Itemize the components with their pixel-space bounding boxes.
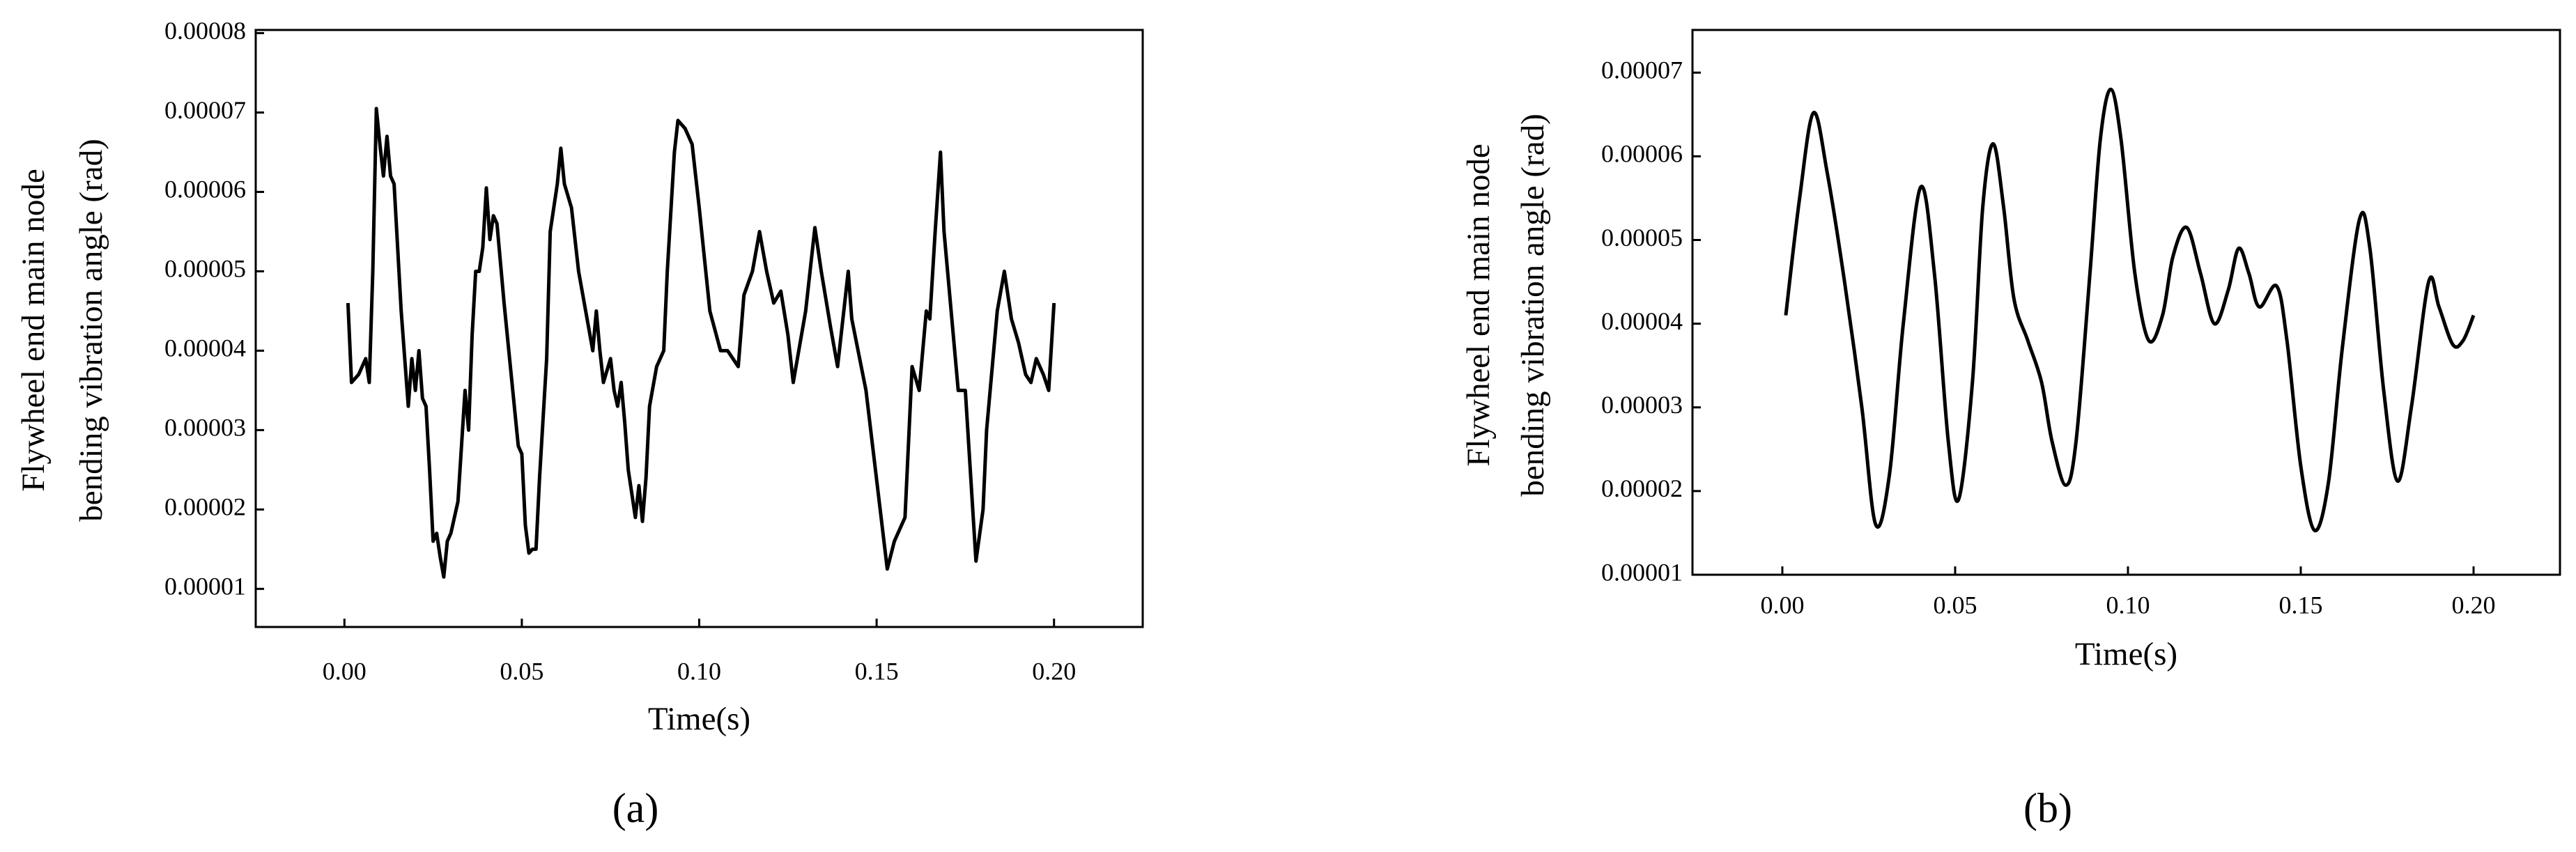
- y-axis-title: Flywheel end main node: [15, 169, 52, 491]
- y-tick-label: 0.00004: [164, 334, 246, 362]
- y-tick-label: 0.00005: [164, 255, 246, 283]
- plot-frame: [1691, 29, 2561, 576]
- data-line: [1784, 87, 2476, 533]
- x-tick-label: 0.15: [2278, 591, 2322, 619]
- caption: (a): [612, 785, 659, 831]
- y-tick-label: 0.00007: [164, 96, 246, 124]
- y-axis-title: bending vibration angle (rad): [1515, 114, 1551, 496]
- x-tick-label: 0.05: [500, 657, 543, 685]
- y-axis-title: Flywheel end main node: [1460, 144, 1497, 466]
- x-tick-label: 0.00: [323, 657, 367, 685]
- x-tick-label: 0.05: [1933, 591, 1977, 619]
- y-tick-label: 0.00003: [1601, 391, 1683, 419]
- plot-frame: [254, 29, 1144, 628]
- x-tick-label: 0.20: [1032, 657, 1076, 685]
- x-tick-label: 0.20: [2451, 591, 2495, 619]
- y-tick-label: 0.00001: [164, 573, 246, 601]
- y-tick-label: 0.00007: [1601, 56, 1683, 84]
- x-tick-label: 0.15: [855, 657, 899, 685]
- y-tick-label: 0.00002: [164, 493, 246, 521]
- y-tick-label: 0.00003: [164, 414, 246, 442]
- y-tick-label: 0.00005: [1601, 224, 1683, 251]
- data-line: [346, 107, 1056, 579]
- y-tick-label: 0.00008: [164, 17, 246, 45]
- y-tick-label: 0.00006: [164, 176, 246, 203]
- x-tick-label: 0.10: [2106, 591, 2150, 619]
- x-axis-title: Time(s): [648, 701, 750, 737]
- chart: 0.000010.000020.000030.000040.000050.000…: [15, 17, 1144, 831]
- chart: 0.000010.000020.000030.000040.000050.000…: [1460, 29, 2561, 831]
- x-axis-title: Time(s): [2075, 636, 2177, 672]
- y-tick-label: 0.00004: [1601, 307, 1683, 335]
- x-tick-label: 0.10: [677, 657, 721, 685]
- y-tick-label: 0.00002: [1601, 474, 1683, 502]
- y-tick-label: 0.00006: [1601, 140, 1683, 168]
- x-tick-label: 0.00: [1760, 591, 1804, 619]
- y-tick-label: 0.00001: [1601, 558, 1683, 586]
- y-axis-title: bending vibration angle (rad): [73, 139, 109, 521]
- caption: (b): [2023, 785, 2072, 831]
